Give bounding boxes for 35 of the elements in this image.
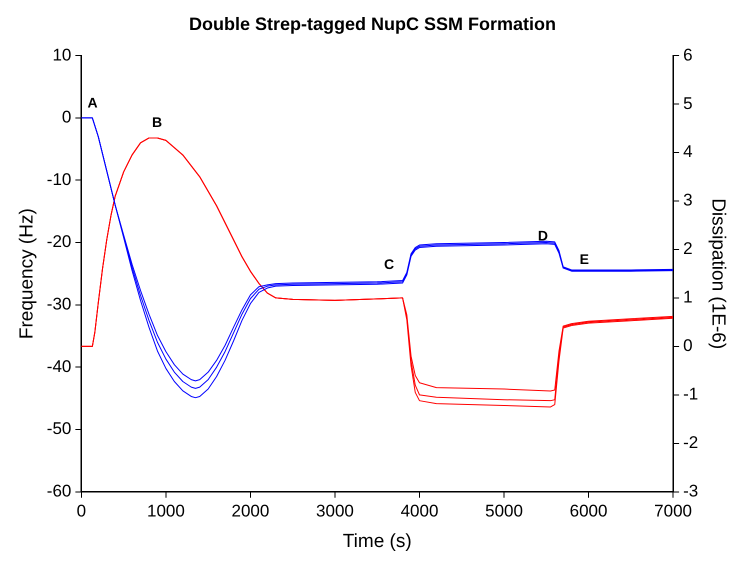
y2-axis-title: Dissipation (1E-6) [707, 198, 728, 350]
annotation: A [88, 94, 98, 110]
y-tick-label: 0 [62, 108, 72, 127]
x-tick-label: 1000 [146, 502, 185, 521]
annotation: D [538, 227, 548, 244]
y-tick-label: -50 [46, 419, 72, 438]
y-tick-label: -20 [46, 232, 72, 252]
x-tick-label: 4000 [400, 502, 438, 521]
y2-tick-label: 5 [683, 94, 693, 113]
chart-title: Double Strep-tagged NupC SSM Formation [189, 14, 556, 34]
annotation: E [580, 251, 589, 268]
y2-tick-label: 1 [683, 288, 693, 307]
y-tick-label: 10 [52, 45, 72, 64]
annotation: C [384, 256, 394, 272]
y2-tick-label: 0 [683, 336, 693, 356]
y-tick-label: -60 [46, 481, 72, 500]
x-tick-label: 7000 [654, 502, 692, 521]
y-tick-label: -30 [46, 294, 72, 314]
y-axis-title: Frequency (Hz) [16, 208, 38, 340]
x-tick-label: 6000 [570, 502, 608, 521]
x-axis-title: Time (s) [342, 530, 412, 552]
y-tick-label: -40 [46, 356, 72, 376]
x-tick-label: 2000 [232, 502, 270, 521]
y2-tick-label: -1 [683, 384, 698, 404]
y2-tick-label: 2 [683, 239, 693, 258]
y2-tick-label: -2 [683, 433, 698, 452]
x-tick-label: 3000 [316, 502, 354, 521]
y2-tick-label: 6 [683, 45, 693, 64]
y2-tick-label: -3 [683, 481, 698, 500]
x-tick-label: 0 [76, 502, 86, 521]
y-tick-label: -10 [46, 170, 72, 189]
y2-tick-label: 4 [683, 142, 693, 162]
x-tick-label: 5000 [485, 502, 523, 521]
y2-tick-label: 3 [683, 190, 693, 210]
annotation: B [152, 114, 162, 130]
